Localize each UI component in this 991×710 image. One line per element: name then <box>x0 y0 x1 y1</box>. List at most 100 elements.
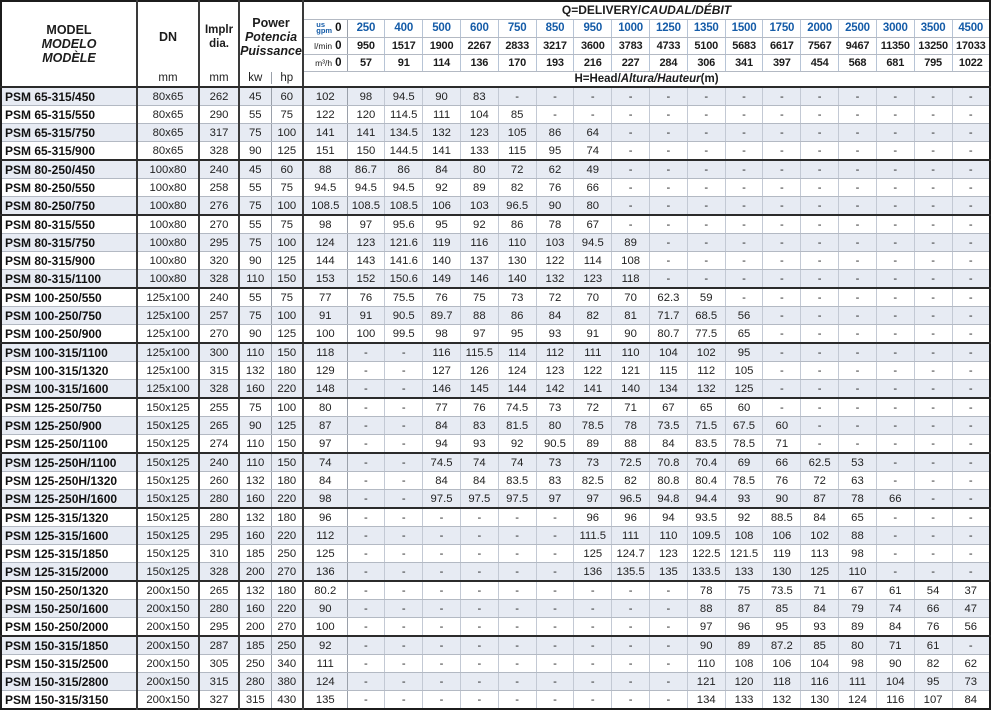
power-hp-cell: 125 <box>271 251 304 270</box>
head-value-cell: - <box>952 196 990 216</box>
q-m3h-tick: 795 <box>914 54 953 72</box>
head-value-cell: 98 <box>347 87 386 106</box>
head-value-cell: - <box>952 562 990 582</box>
head-value-cell: - <box>536 690 575 709</box>
head-value-cell: 93 <box>536 324 575 344</box>
head-value-cell: 84 <box>964 693 978 706</box>
dn-cell: 150x125 <box>137 508 200 527</box>
impeller-dia-cell: 270 <box>199 324 240 344</box>
q-m3h-tick: 568 <box>838 54 877 72</box>
head-value-cell: - <box>914 251 953 270</box>
q-gpm-tick: 250 <box>347 19 386 38</box>
head-value-cell: - <box>914 434 953 454</box>
head-value-cell: 93 <box>460 434 499 454</box>
head-value-cell: - <box>611 690 650 709</box>
head-value-cell: 136 <box>573 562 613 582</box>
head-value-cell: - <box>876 416 915 435</box>
head-value-cell: 73 <box>536 453 575 472</box>
lmin-unit-label: l/min <box>314 40 333 51</box>
head-value-cell: - <box>914 526 953 545</box>
head-value-cell: 71 <box>876 636 915 655</box>
head-value-cell: 108 <box>611 251 650 270</box>
m3h-zero-value: 0 <box>335 56 342 69</box>
head-value-cell: - <box>384 434 424 454</box>
head-value-cell: - <box>573 636 613 655</box>
impeller-dia-cell: 280 <box>199 508 240 527</box>
table-row: PSM 125-315/1600 150x125 295 160 220 112- - - - -… <box>1 526 990 545</box>
lmin-zero-value: 0 <box>335 39 342 52</box>
head-value-cell: 90 <box>876 654 915 673</box>
model-cell: PSM 80-315/750 <box>1 233 138 252</box>
head-value-cell: - <box>422 690 461 709</box>
head-value-cell: 144 <box>303 251 348 270</box>
head-value-cell: - <box>460 672 499 691</box>
head-value-cell: 120 <box>347 105 386 124</box>
impeller-dia-cell: 265 <box>199 416 240 435</box>
head-value-cell: - <box>800 251 840 270</box>
impeller-dia-cell: 295 <box>199 617 240 637</box>
impeller-dia-cell: 280 <box>199 489 240 509</box>
power-hp-cell: 430 <box>271 690 304 709</box>
head-value-cell: 106 <box>762 654 802 673</box>
impeller-dia-cell: 317 <box>199 123 240 142</box>
power-hp-cell: 75 <box>271 105 304 124</box>
head-value-cell: - <box>649 105 688 124</box>
head-value-cell: 64 <box>573 123 613 142</box>
impeller-unit: mm <box>209 72 229 84</box>
head-value-cell: - <box>800 361 840 380</box>
impeller-dia-cell: 280 <box>199 599 240 618</box>
head-value-cell: 140 <box>498 269 537 289</box>
head-value-cell: - <box>687 105 726 124</box>
head-value-cell: - <box>573 617 613 637</box>
head-value-cell: - <box>838 288 877 307</box>
head-value-cell: 94.5 <box>384 87 424 106</box>
dn-label: DN <box>158 30 178 44</box>
m3h-unit-cell: m³/h 0 <box>303 54 348 72</box>
dn-cell: 200x150 <box>137 617 200 637</box>
head-value-cell: 83 <box>460 416 499 435</box>
power-kw-cell: 55 <box>239 288 272 307</box>
head-value-cell: - <box>384 361 424 380</box>
model-cell: PSM 100-250/550 <box>1 288 138 307</box>
impeller-dia-cell: 287 <box>199 636 240 655</box>
q-m3h-tick: 454 <box>800 54 840 72</box>
gpm-zero-value: 0 <box>335 22 342 34</box>
power-label-en: Power <box>252 16 290 30</box>
impeller-label-1: Implr <box>204 24 234 36</box>
head-value-cell: 110 <box>611 343 650 362</box>
head-value-cell: - <box>498 636 537 655</box>
head-value-cell: 77 <box>422 398 461 417</box>
head-value-cell: - <box>838 269 877 289</box>
model-cell: PSM 100-315/1600 <box>1 379 138 399</box>
head-value-cell: - <box>460 617 499 637</box>
head-value-cell: 80 <box>573 196 613 216</box>
power-hp-cell: 220 <box>271 599 304 618</box>
head-value-cell: 71.5 <box>687 416 726 435</box>
q-gpm-tick: 1750 <box>762 19 802 38</box>
head-value-cell: 75 <box>460 288 499 307</box>
head-value-cell: - <box>347 434 386 454</box>
table-row: PSM 80-250/750 100x80 276 75 100 108.5 108.5 10… <box>1 196 990 216</box>
head-value-cell: 94.8 <box>649 489 688 509</box>
table-row: PSM 80-315/1100 100x80 328 110 150 153 152 150.… <box>1 269 990 289</box>
head-value-cell: 99.5 <box>384 324 424 344</box>
head-value-cell: - <box>762 178 802 197</box>
dn-cell: 200x150 <box>137 672 200 691</box>
head-value-cell: 67.5 <box>725 416 764 435</box>
head-value-cell: 66 <box>876 489 915 509</box>
head-value-cell: - <box>649 141 688 161</box>
model-cell: PSM 80-315/550 <box>1 215 138 234</box>
head-value-cell: 81 <box>611 306 650 325</box>
head-value-cell: - <box>725 123 764 142</box>
table-row: PSM 150-315/3150 200x150 327 315 430 135- - - - -… <box>1 690 990 709</box>
table-row: PSM 150-250/1320 200x150 265 132 180 80.2- - - -… <box>1 581 990 600</box>
head-value-cell: 102 <box>303 87 348 106</box>
head-value-cell: - <box>611 141 650 161</box>
power-hp-cell: 380 <box>271 672 304 691</box>
head-value-cell: - <box>384 544 424 563</box>
model-cell: PSM 125-250/750 <box>1 398 138 417</box>
head-value-cell: - <box>498 581 537 600</box>
head-value-cell: - <box>649 251 688 270</box>
head-value-cell: 98 <box>422 324 461 344</box>
